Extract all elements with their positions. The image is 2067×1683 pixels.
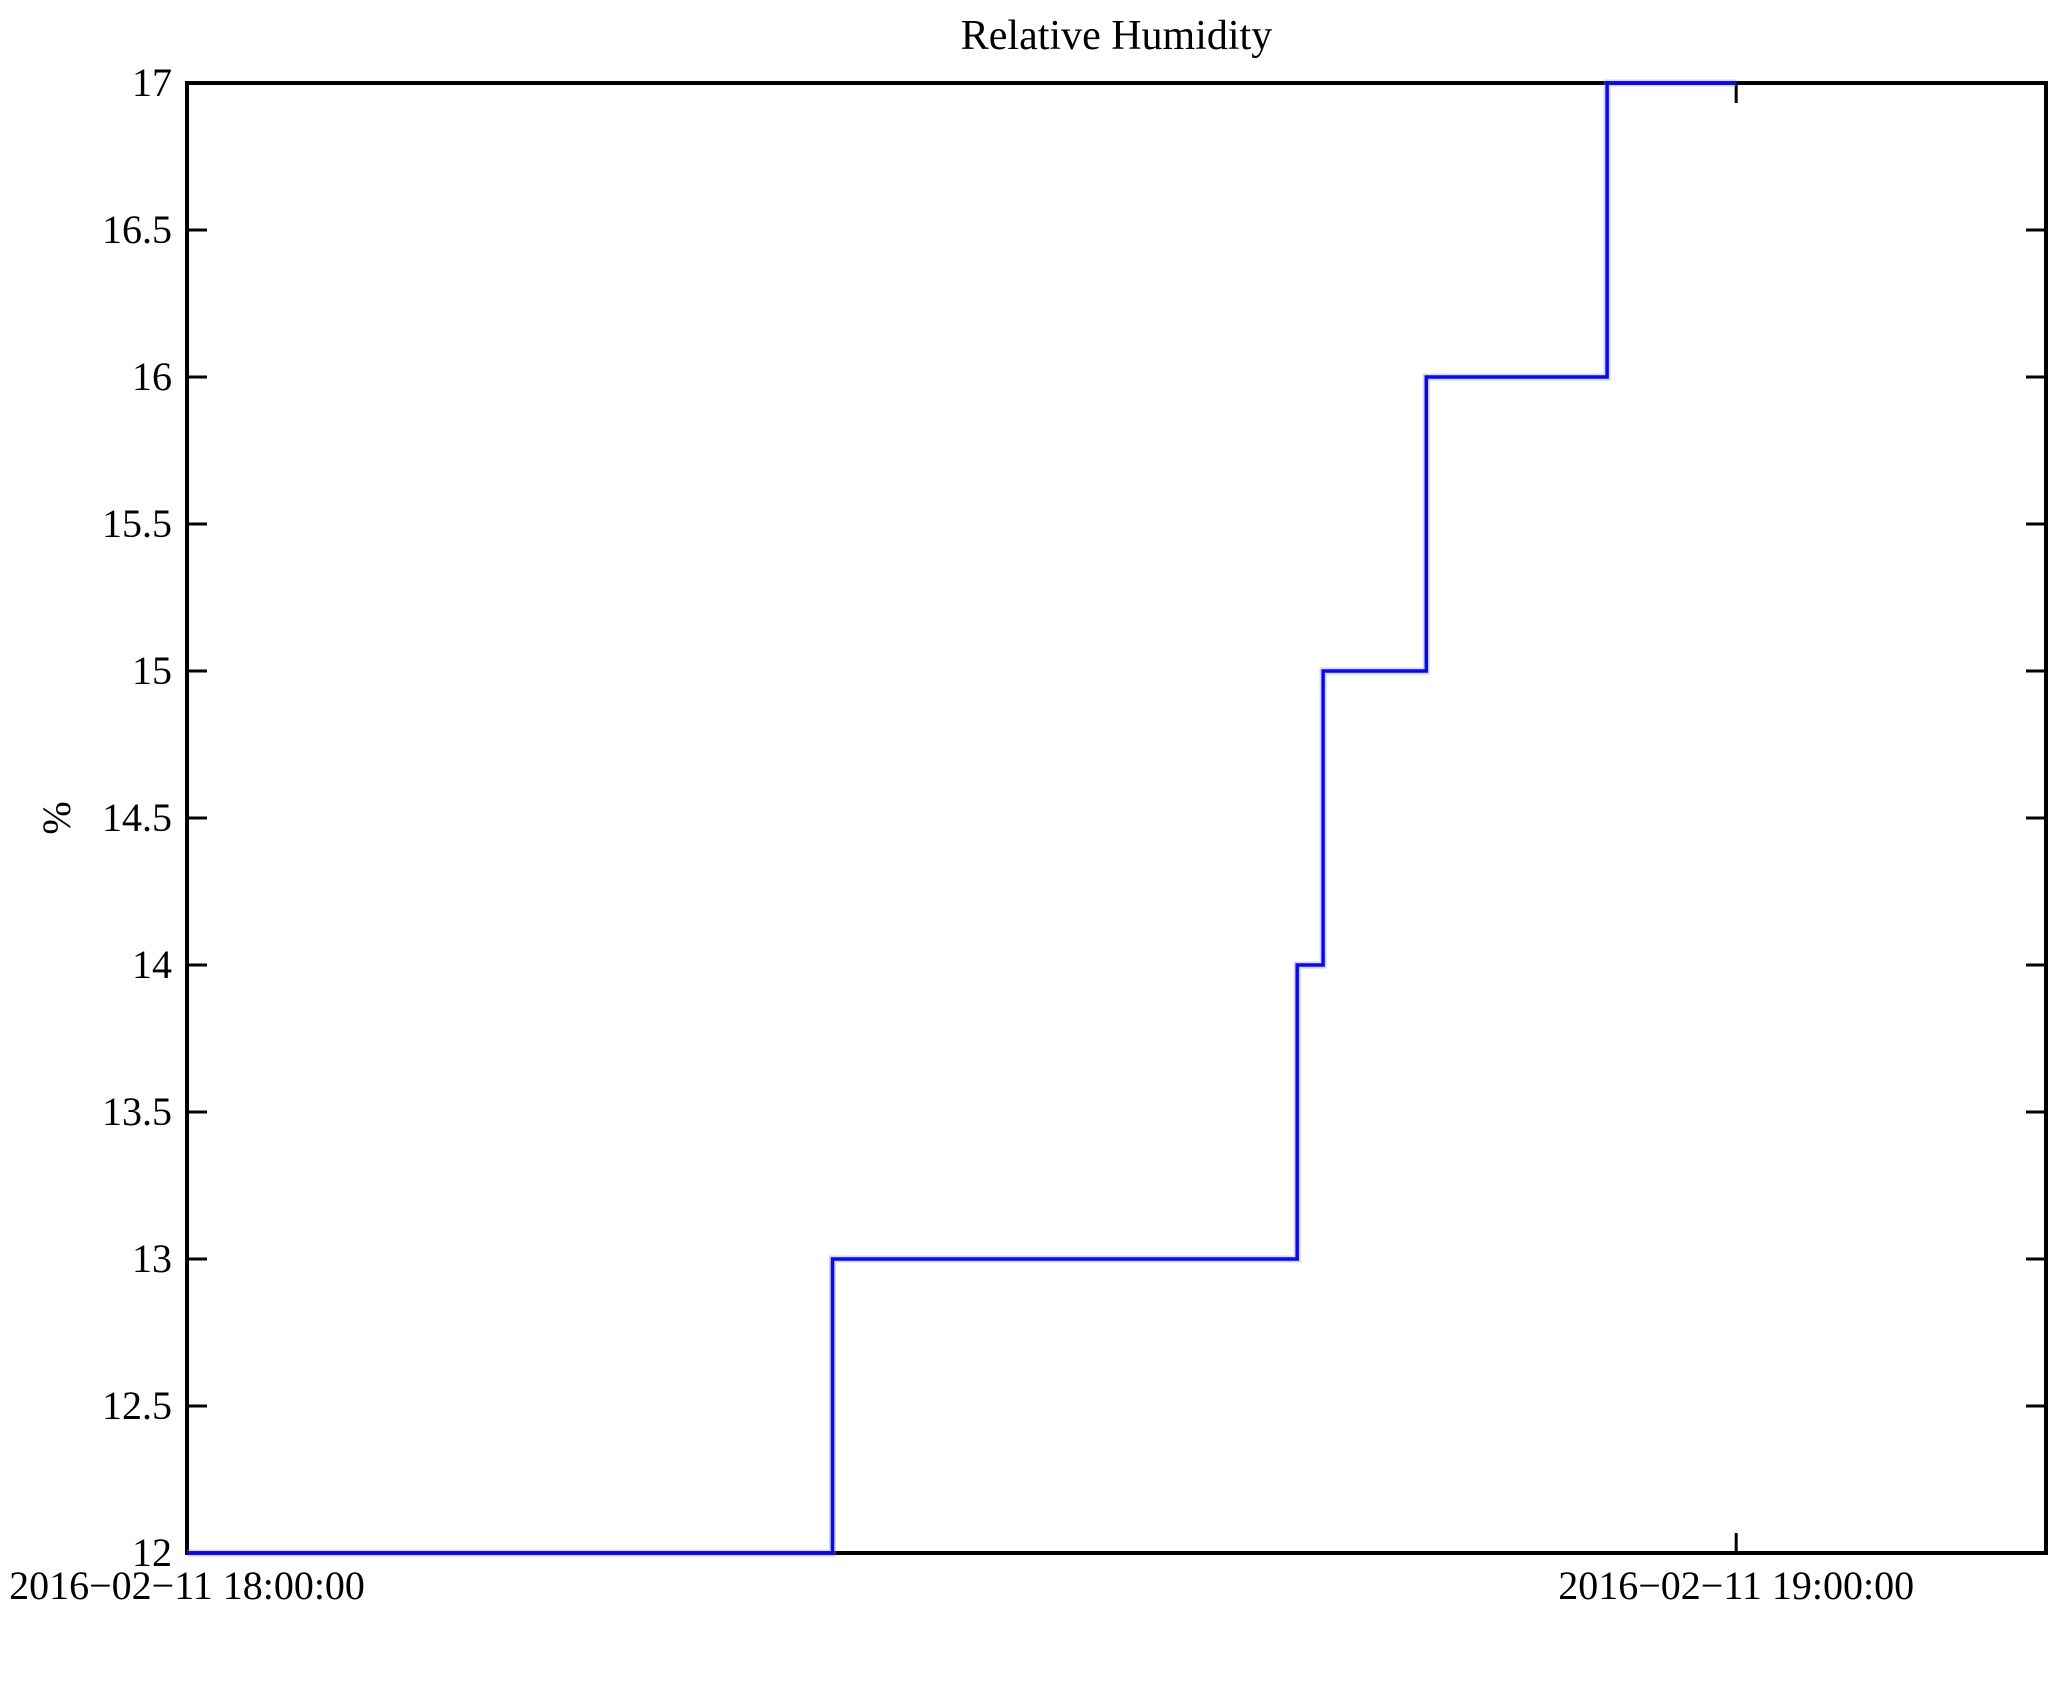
y-tick-label: 13: [132, 1236, 172, 1281]
y-tick-label: 16: [132, 354, 172, 399]
y-tick-label: 17: [132, 60, 172, 105]
humidity-step-line-halo: [187, 79, 1737, 1557]
x-tick-label: 2016−02−11 18:00:00: [9, 1563, 365, 1608]
y-tick-label: 12: [132, 1530, 172, 1575]
y-axis-label: %: [34, 801, 79, 835]
y-tick-label: 16.5: [102, 207, 172, 252]
axis-box: [185, 81, 2048, 1555]
y-tick-label: 15: [132, 648, 172, 693]
y-tick-label: 14: [132, 942, 172, 987]
y-tick-label: 15.5: [102, 501, 172, 546]
humidity-step-line: [187, 81, 1737, 1555]
y-tick-label: 13.5: [102, 1089, 172, 1134]
y-tick-label: 14.5: [102, 795, 172, 840]
x-tick-label: 2016−02−11 19:00:00: [1558, 1563, 1915, 1608]
y-tick-label: 12.5: [102, 1383, 172, 1428]
chart-title: Relative Humidity: [960, 13, 1273, 59]
